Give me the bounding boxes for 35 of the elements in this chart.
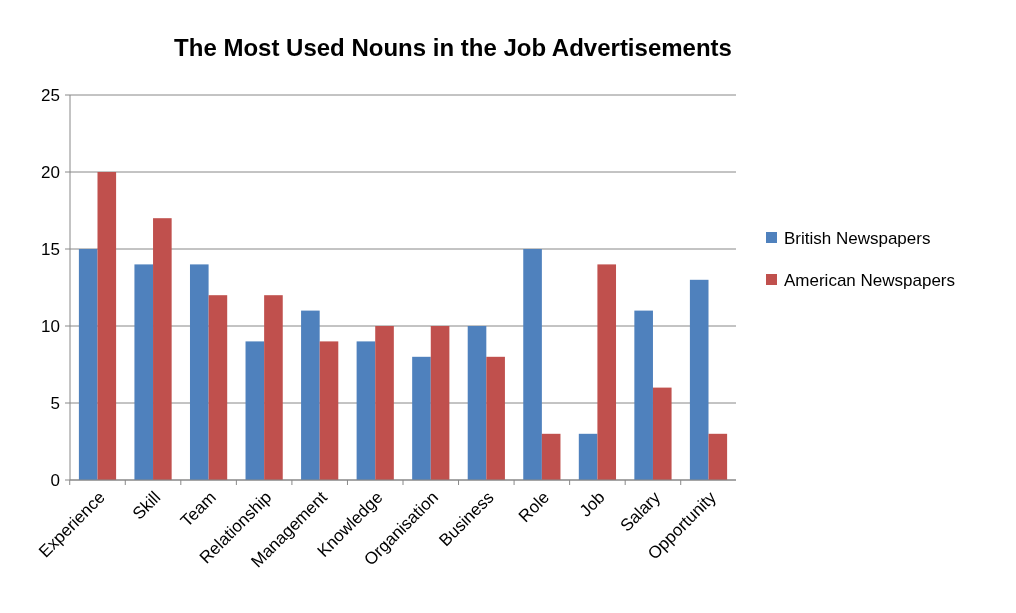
bar	[189, 264, 209, 480]
x-tick-label: Role	[514, 487, 554, 526]
bar	[264, 295, 283, 480]
legend-label: British Newspapers	[784, 228, 931, 248]
legend-label: American Newspapers	[784, 270, 956, 290]
y-tick-label: 15	[41, 239, 60, 259]
bar	[356, 341, 376, 480]
y-tick-label: 25	[41, 85, 60, 105]
bar	[486, 356, 505, 480]
chart-title: The Most Used Nouns in the Job Advertisements	[174, 34, 732, 61]
bar	[634, 310, 653, 480]
y-tick-label: 10	[41, 316, 60, 336]
bar	[153, 218, 172, 480]
bar	[597, 264, 617, 480]
x-tick-label: Job	[575, 487, 609, 521]
bar	[652, 387, 672, 480]
bar	[245, 341, 265, 480]
bar	[134, 264, 154, 480]
bar	[430, 326, 450, 480]
y-tick-label: 0	[50, 470, 60, 490]
bar	[523, 249, 542, 480]
bar	[78, 249, 98, 480]
bar	[301, 310, 320, 480]
bar	[97, 172, 117, 480]
bar	[467, 326, 487, 480]
bar	[208, 295, 228, 480]
y-tick-label: 5	[50, 393, 60, 413]
bar	[375, 326, 394, 480]
y-tick-label: 20	[41, 162, 60, 182]
bar	[708, 433, 728, 480]
bar	[578, 433, 598, 480]
bar	[541, 433, 561, 480]
bar	[319, 341, 339, 480]
bar	[689, 279, 709, 480]
bar	[412, 356, 431, 480]
